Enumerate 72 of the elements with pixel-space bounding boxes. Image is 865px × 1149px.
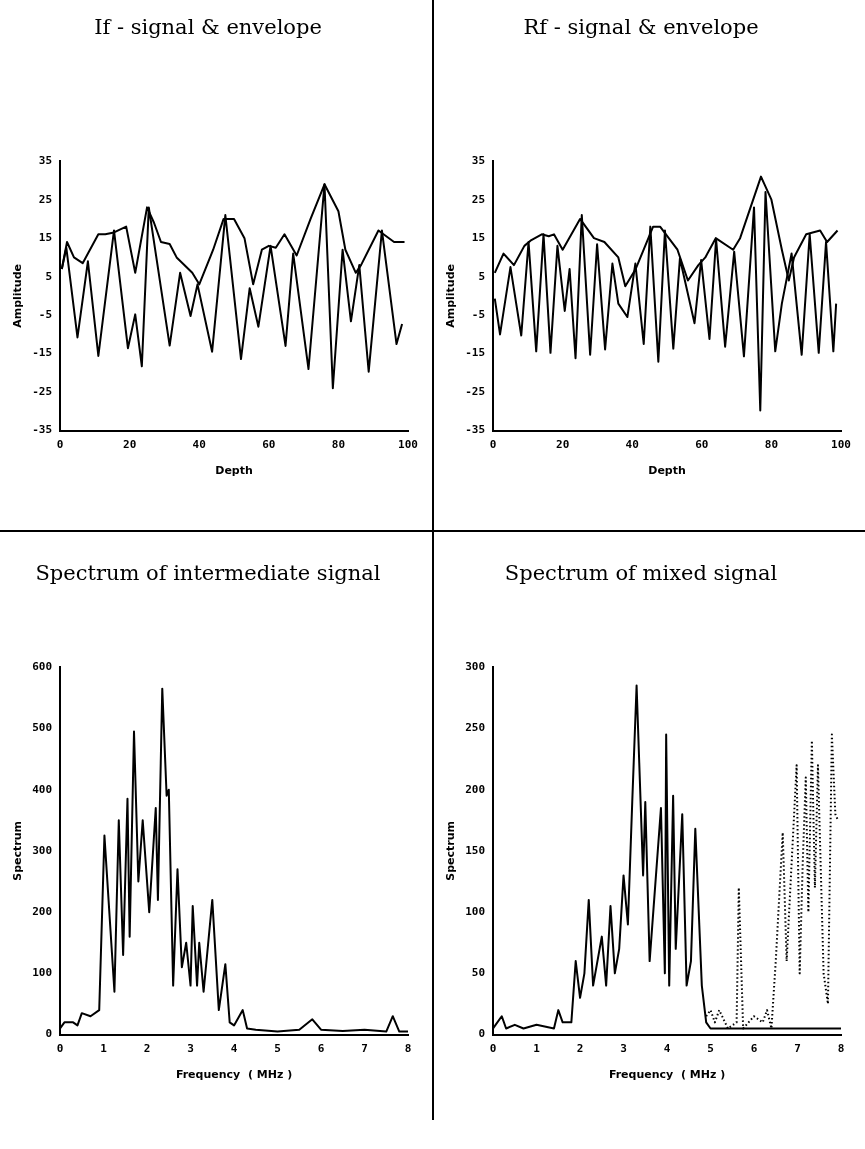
- x-tick-label: 0: [56, 438, 64, 452]
- x-tick-label: 8: [837, 1042, 845, 1056]
- x-axis-title: Depth: [648, 464, 686, 478]
- y-tick-label: 100: [465, 904, 486, 918]
- y-tick-label: 300: [465, 660, 486, 674]
- y-tick-label: 35: [471, 154, 486, 168]
- x-tick-label: 100: [398, 438, 418, 452]
- y-tick-label: -5: [471, 308, 486, 321]
- x-tick-label: 60: [695, 438, 709, 452]
- x-tick-label: 6: [317, 1042, 325, 1056]
- x-tick-label: 2: [576, 1042, 584, 1056]
- chart-title: Spectrum of intermediate signal: [35, 561, 381, 586]
- x-tick-label: 7: [361, 1042, 368, 1056]
- y-axis-title: Spectrum: [444, 821, 458, 881]
- y-tick-label: 100: [32, 966, 53, 980]
- x-tick-label: 5: [274, 1042, 281, 1056]
- x-axis-title: Depth: [215, 464, 253, 478]
- x-tick-label: 0: [56, 1042, 64, 1056]
- y-tick-label: 5: [478, 269, 486, 283]
- x-tick-label: 1: [100, 1042, 108, 1056]
- y-tick-label: -25: [465, 384, 486, 398]
- y-tick-label: -25: [32, 384, 53, 398]
- x-tick-label: 2: [143, 1042, 151, 1056]
- chart-title: Rf - signal & envelope: [523, 15, 759, 40]
- x-tick-label: 7: [794, 1042, 801, 1056]
- chart-title: If - signal & envelope: [94, 15, 322, 40]
- x-axis-title: Frequency ( MHz ): [175, 1068, 293, 1082]
- x-tick-label: 6: [750, 1042, 758, 1056]
- y-tick-label: 0: [45, 1027, 53, 1041]
- x-tick-label: 40: [192, 438, 206, 452]
- y-tick-label: -35: [465, 423, 486, 437]
- y-tick-label: 35: [38, 154, 53, 168]
- x-tick-label: 20: [123, 438, 137, 452]
- x-tick-label: 8: [404, 1042, 412, 1056]
- x-tick-label: 80: [331, 438, 346, 452]
- chart-title: Spectrum of mixed signal: [504, 561, 778, 586]
- y-tick-label: -35: [32, 423, 53, 437]
- x-tick-label: 20: [556, 438, 570, 452]
- y-tick-label: 25: [471, 192, 486, 206]
- y-tick-label: 250: [465, 721, 486, 735]
- y-tick-label: 600: [32, 660, 53, 674]
- y-tick-label: 5: [45, 269, 53, 283]
- y-tick-label: 25: [38, 192, 53, 206]
- y-tick-label: -5: [38, 308, 53, 321]
- x-tick-label: 60: [262, 438, 276, 452]
- x-tick-label: 3: [620, 1042, 627, 1056]
- x-tick-label: 100: [831, 438, 851, 452]
- y-axis-title: Spectrum: [11, 821, 25, 881]
- y-tick-label: -15: [465, 346, 486, 360]
- y-axis-title: Amplitude: [444, 263, 458, 328]
- x-tick-label: 5: [707, 1042, 714, 1056]
- y-tick-label: 50: [471, 966, 486, 980]
- y-axis-title: Amplitude: [11, 263, 25, 328]
- y-tick-label: 150: [465, 843, 486, 857]
- x-axis-title: Frequency ( MHz ): [608, 1068, 726, 1082]
- x-tick-label: 0: [489, 1042, 497, 1056]
- y-tick-label: -15: [32, 346, 53, 360]
- y-tick-label: 500: [32, 721, 53, 735]
- y-tick-label: 15: [38, 231, 53, 245]
- x-tick-label: 80: [764, 438, 779, 452]
- y-tick-label: 400: [32, 782, 53, 796]
- x-tick-label: 1: [533, 1042, 541, 1056]
- x-tick-label: 40: [625, 438, 639, 452]
- y-tick-label: 300: [32, 843, 53, 857]
- x-tick-label: 3: [187, 1042, 194, 1056]
- y-tick-label: 200: [465, 782, 486, 796]
- y-tick-label: 0: [478, 1027, 486, 1041]
- x-tick-label: 4: [663, 1042, 671, 1056]
- y-tick-label: 15: [471, 231, 486, 245]
- x-tick-label: 0: [489, 438, 497, 452]
- y-tick-label: 200: [32, 904, 53, 918]
- x-tick-label: 4: [230, 1042, 238, 1056]
